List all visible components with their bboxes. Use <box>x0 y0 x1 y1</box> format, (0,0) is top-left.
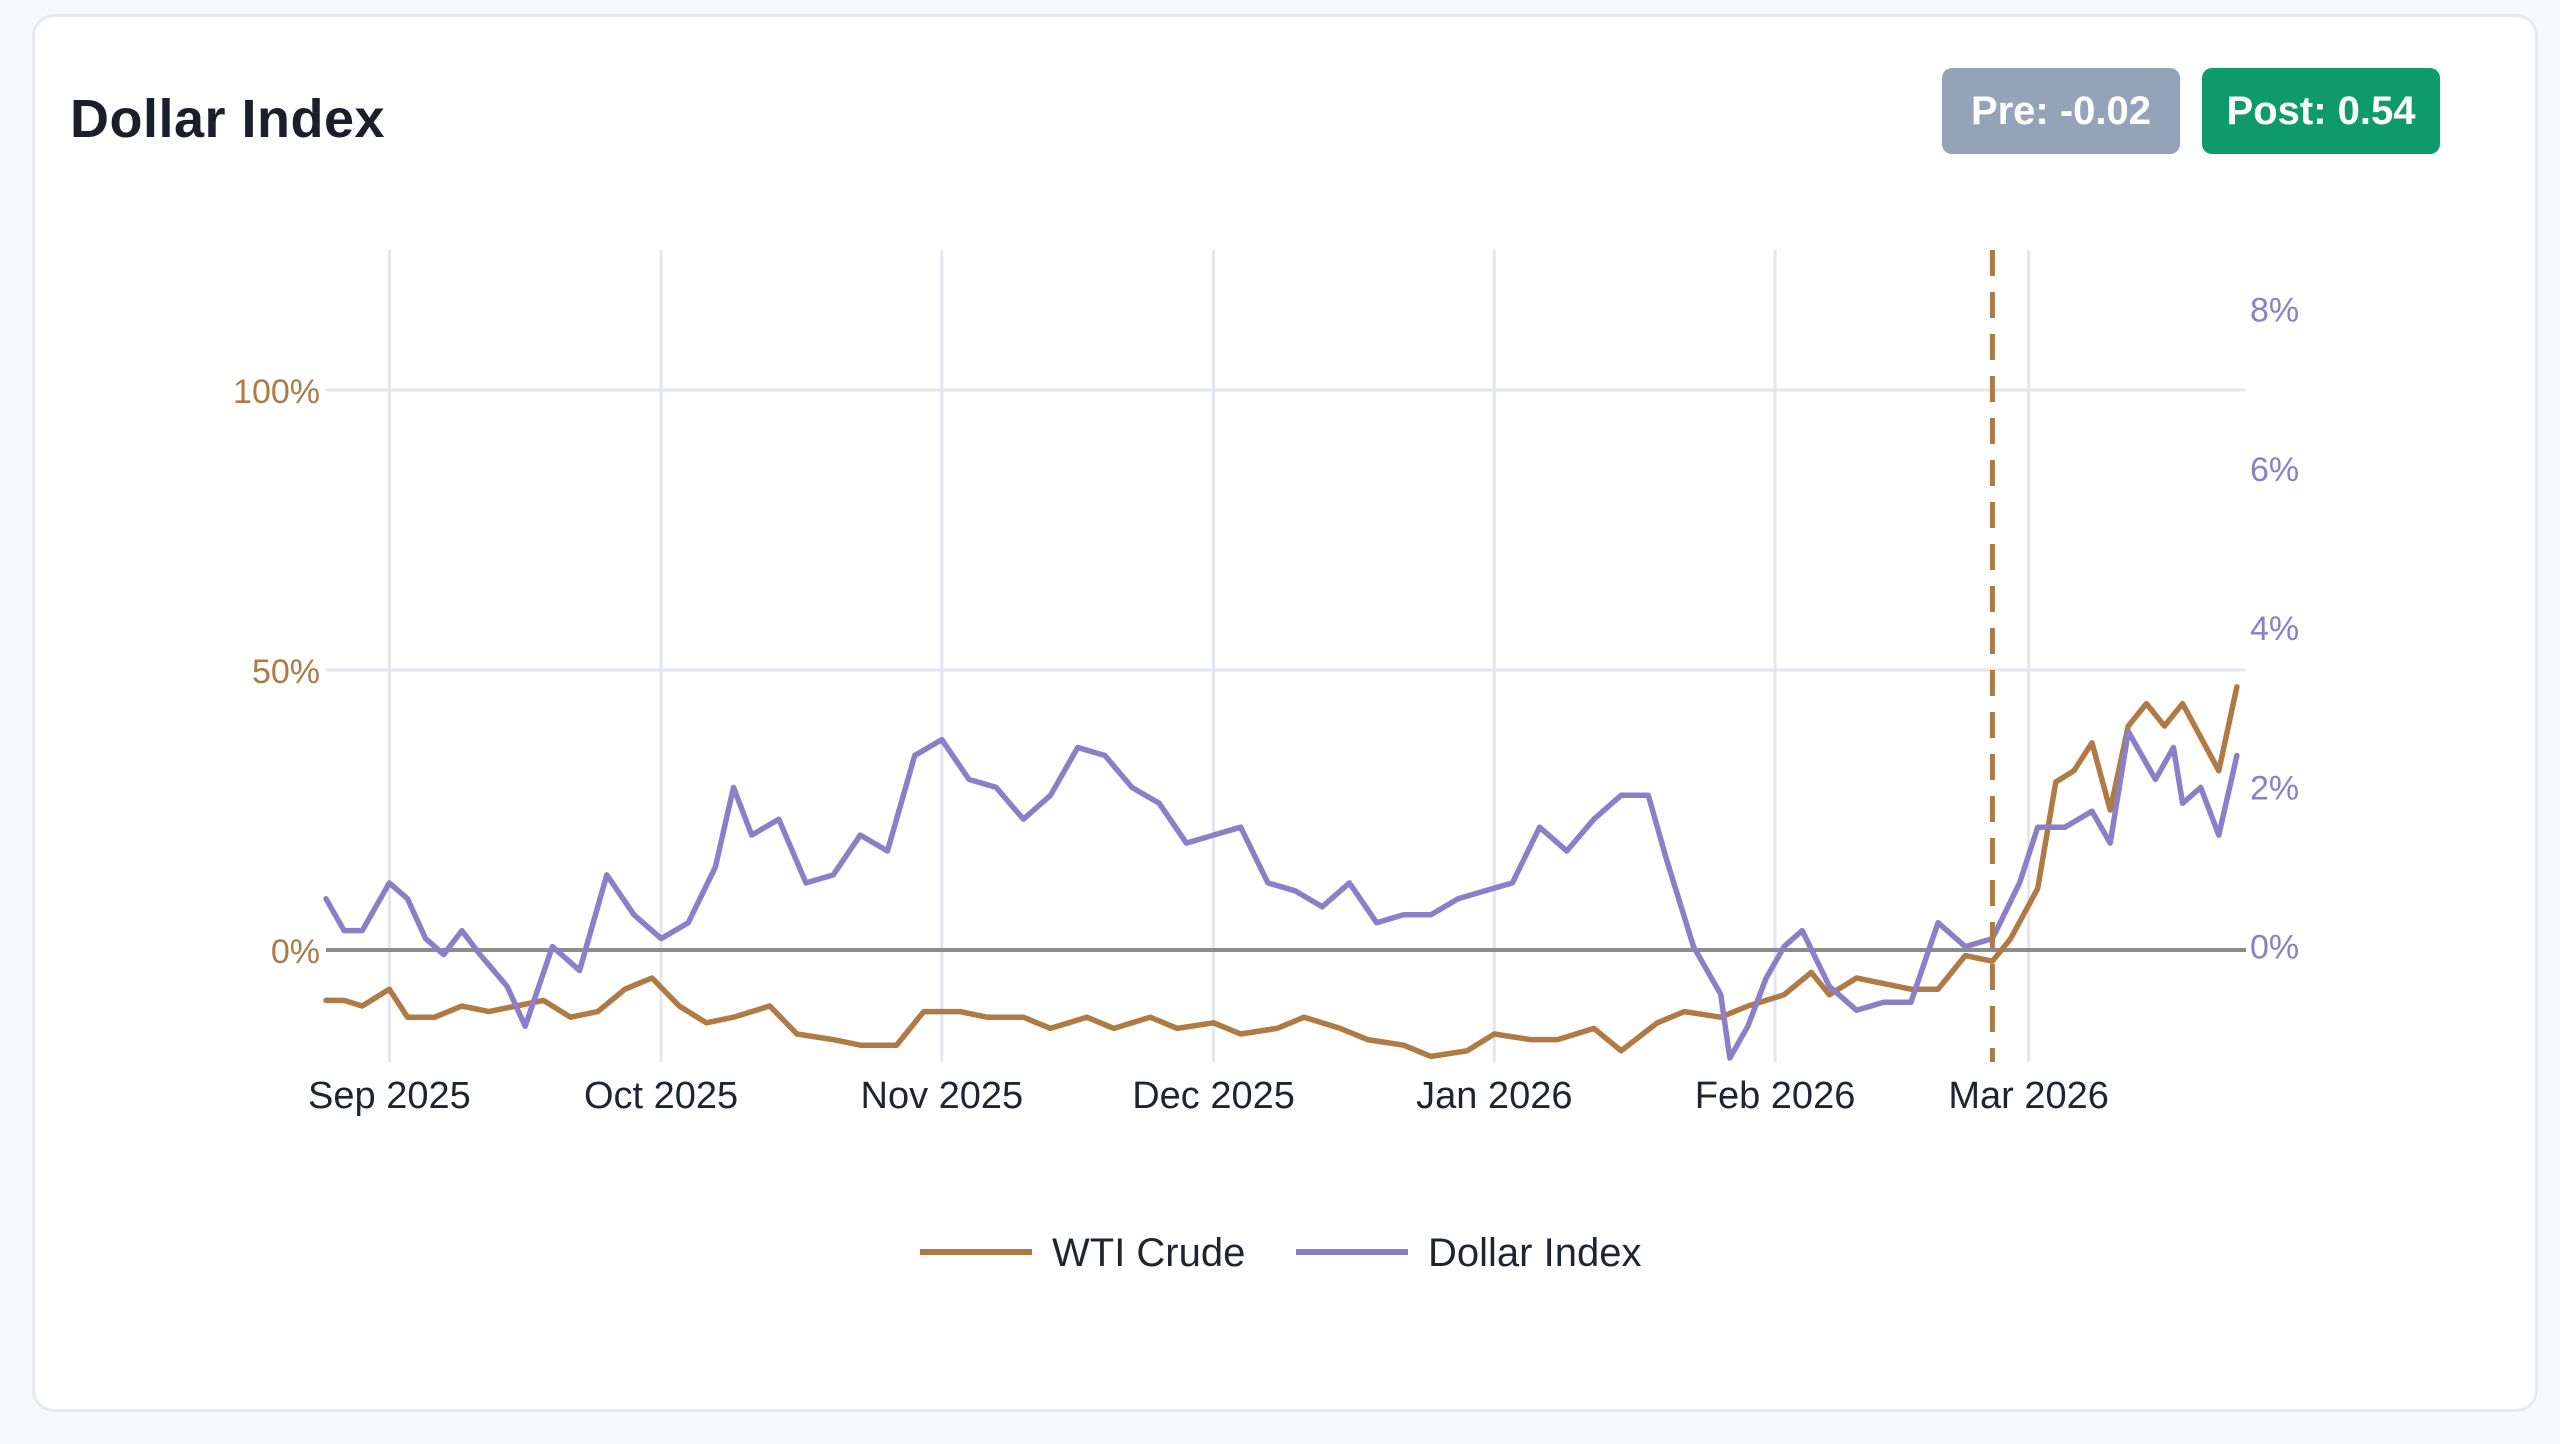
grid-layer <box>326 250 2246 1062</box>
y-left-tick-label: 100% <box>233 373 320 411</box>
x-tick-label: Sep 2025 <box>308 1075 471 1117</box>
x-tick-label: Nov 2025 <box>861 1075 1024 1117</box>
x-tick-label: Mar 2026 <box>1948 1075 2109 1117</box>
legend-label: Dollar Index <box>1428 1231 1641 1275</box>
chart-legend: WTI Crude Dollar Index <box>920 1231 1641 1275</box>
y-right-tick-label: 2% <box>2250 769 2299 807</box>
axis-layer: Sep 2025 Oct 2025 Nov 2025 Dec 2025 Jan 2026… <box>233 292 2299 1117</box>
y-right-tick-label: 8% <box>2250 292 2299 330</box>
y-left-tick-label: 0% <box>271 933 320 971</box>
pre-badge: Pre: -0.02 <box>1942 68 2180 154</box>
y-right-tick-label: 0% <box>2250 929 2299 967</box>
series-layer <box>323 250 2240 1062</box>
chart-title: Dollar Index <box>70 89 386 149</box>
series-line-wti-crude <box>323 684 2240 1060</box>
chart-card <box>32 14 2538 1412</box>
legend-item: Dollar Index <box>1296 1231 1641 1275</box>
y-left-tick-label: 50% <box>252 653 320 691</box>
post-badge: Post: 0.54 <box>2202 68 2440 154</box>
legend-label: WTI Crude <box>1052 1231 1245 1275</box>
series-line-dollar-index <box>323 728 2240 1061</box>
y-right-tick-label: 4% <box>2250 610 2299 648</box>
x-tick-label: Jan 2026 <box>1416 1075 1572 1117</box>
x-tick-label: Oct 2025 <box>584 1075 738 1117</box>
x-tick-label: Feb 2026 <box>1695 1075 1856 1117</box>
legend-item: WTI Crude <box>920 1231 1245 1275</box>
y-right-tick-label: 6% <box>2250 451 2299 489</box>
x-tick-label: Dec 2025 <box>1132 1075 1295 1117</box>
